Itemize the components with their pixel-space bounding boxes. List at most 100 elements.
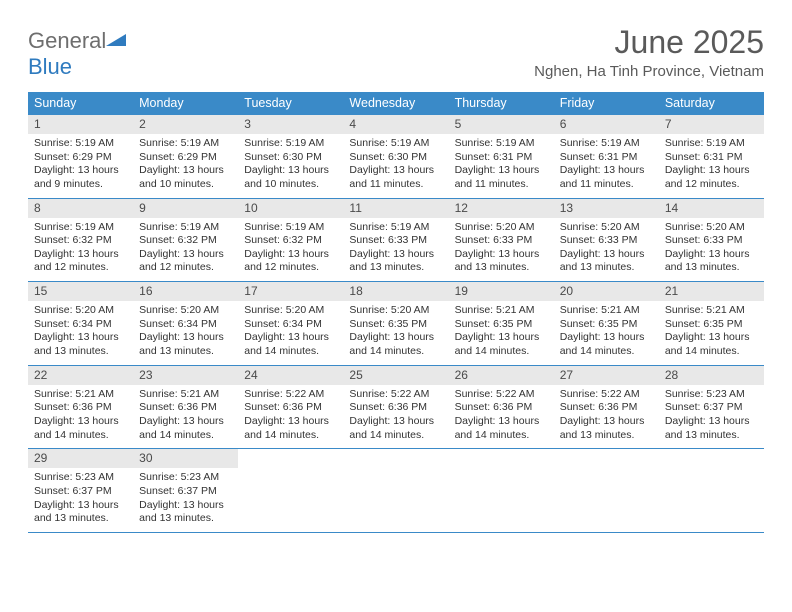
day-sunset: Sunset: 6:35 PM: [665, 318, 758, 332]
day-cell: 14Sunrise: 5:20 AMSunset: 6:33 PMDayligh…: [659, 199, 764, 282]
day-cell: 13Sunrise: 5:20 AMSunset: 6:33 PMDayligh…: [554, 199, 659, 282]
day-d2: and 13 minutes.: [665, 429, 758, 443]
day-content: Sunrise: 5:20 AMSunset: 6:33 PMDaylight:…: [554, 218, 659, 276]
calendar-cell: 23Sunrise: 5:21 AMSunset: 6:36 PMDayligh…: [133, 365, 238, 449]
day-header-thursday: Thursday: [449, 92, 554, 115]
calendar-page: General Blue June 2025 Nghen, Ha Tinh Pr…: [0, 0, 792, 557]
week-row: 29Sunrise: 5:23 AMSunset: 6:37 PMDayligh…: [28, 449, 764, 533]
calendar-cell: 16Sunrise: 5:20 AMSunset: 6:34 PMDayligh…: [133, 282, 238, 366]
day-d1: Daylight: 13 hours: [34, 499, 127, 513]
day-number: 2: [133, 115, 238, 134]
day-cell: 9Sunrise: 5:19 AMSunset: 6:32 PMDaylight…: [133, 199, 238, 282]
day-content: Sunrise: 5:22 AMSunset: 6:36 PMDaylight:…: [343, 385, 448, 443]
day-number: 29: [28, 449, 133, 468]
week-row: 8Sunrise: 5:19 AMSunset: 6:32 PMDaylight…: [28, 198, 764, 282]
day-d1: Daylight: 13 hours: [455, 164, 548, 178]
day-header-wednesday: Wednesday: [343, 92, 448, 115]
day-d2: and 9 minutes.: [34, 178, 127, 192]
day-sunrise: Sunrise: 5:21 AM: [139, 388, 232, 402]
day-d1: Daylight: 13 hours: [349, 415, 442, 429]
calendar-table: Sunday Monday Tuesday Wednesday Thursday…: [28, 92, 764, 533]
day-d2: and 10 minutes.: [244, 178, 337, 192]
day-sunset: Sunset: 6:32 PM: [244, 234, 337, 248]
day-content: Sunrise: 5:19 AMSunset: 6:30 PMDaylight:…: [343, 134, 448, 192]
day-d1: Daylight: 13 hours: [455, 415, 548, 429]
day-number: 30: [133, 449, 238, 468]
day-d1: Daylight: 13 hours: [34, 248, 127, 262]
calendar-cell: 26Sunrise: 5:22 AMSunset: 6:36 PMDayligh…: [449, 365, 554, 449]
calendar-cell: 20Sunrise: 5:21 AMSunset: 6:35 PMDayligh…: [554, 282, 659, 366]
day-number: 20: [554, 282, 659, 301]
calendar-cell: 19Sunrise: 5:21 AMSunset: 6:35 PMDayligh…: [449, 282, 554, 366]
day-d2: and 12 minutes.: [244, 261, 337, 275]
day-d2: and 14 minutes.: [455, 429, 548, 443]
day-sunset: Sunset: 6:33 PM: [349, 234, 442, 248]
day-number: 13: [554, 199, 659, 218]
day-d1: Daylight: 13 hours: [244, 164, 337, 178]
day-sunrise: Sunrise: 5:20 AM: [349, 304, 442, 318]
calendar-cell: 28Sunrise: 5:23 AMSunset: 6:37 PMDayligh…: [659, 365, 764, 449]
day-d2: and 13 minutes.: [560, 429, 653, 443]
day-d2: and 13 minutes.: [349, 261, 442, 275]
day-number: 19: [449, 282, 554, 301]
day-d2: and 14 minutes.: [349, 345, 442, 359]
day-cell: 24Sunrise: 5:22 AMSunset: 6:36 PMDayligh…: [238, 366, 343, 449]
calendar-cell: [343, 449, 448, 533]
day-cell: 2Sunrise: 5:19 AMSunset: 6:29 PMDaylight…: [133, 115, 238, 198]
day-sunset: Sunset: 6:37 PM: [34, 485, 127, 499]
day-sunset: Sunset: 6:33 PM: [455, 234, 548, 248]
day-content: Sunrise: 5:21 AMSunset: 6:35 PMDaylight:…: [449, 301, 554, 359]
day-d2: and 14 minutes.: [34, 429, 127, 443]
calendar-cell: [554, 449, 659, 533]
day-sunrise: Sunrise: 5:21 AM: [665, 304, 758, 318]
day-content: Sunrise: 5:23 AMSunset: 6:37 PMDaylight:…: [28, 468, 133, 526]
calendar-cell: 10Sunrise: 5:19 AMSunset: 6:32 PMDayligh…: [238, 198, 343, 282]
day-content: Sunrise: 5:19 AMSunset: 6:32 PMDaylight:…: [238, 218, 343, 276]
calendar-cell: 3Sunrise: 5:19 AMSunset: 6:30 PMDaylight…: [238, 115, 343, 198]
day-sunset: Sunset: 6:32 PM: [34, 234, 127, 248]
day-cell: 30Sunrise: 5:23 AMSunset: 6:37 PMDayligh…: [133, 449, 238, 532]
day-number: 1: [28, 115, 133, 134]
day-cell: 8Sunrise: 5:19 AMSunset: 6:32 PMDaylight…: [28, 199, 133, 282]
day-content: Sunrise: 5:19 AMSunset: 6:30 PMDaylight:…: [238, 134, 343, 192]
day-sunrise: Sunrise: 5:19 AM: [244, 137, 337, 151]
day-d1: Daylight: 13 hours: [560, 164, 653, 178]
day-sunrise: Sunrise: 5:19 AM: [455, 137, 548, 151]
day-sunrise: Sunrise: 5:19 AM: [560, 137, 653, 151]
calendar-cell: 11Sunrise: 5:19 AMSunset: 6:33 PMDayligh…: [343, 198, 448, 282]
day-d2: and 13 minutes.: [455, 261, 548, 275]
day-cell: 4Sunrise: 5:19 AMSunset: 6:30 PMDaylight…: [343, 115, 448, 198]
day-sunrise: Sunrise: 5:22 AM: [244, 388, 337, 402]
day-cell: 21Sunrise: 5:21 AMSunset: 6:35 PMDayligh…: [659, 282, 764, 365]
day-d2: and 11 minutes.: [455, 178, 548, 192]
day-d2: and 14 minutes.: [349, 429, 442, 443]
day-d1: Daylight: 13 hours: [244, 331, 337, 345]
day-cell: 15Sunrise: 5:20 AMSunset: 6:34 PMDayligh…: [28, 282, 133, 365]
day-content: Sunrise: 5:20 AMSunset: 6:33 PMDaylight:…: [659, 218, 764, 276]
logo-triangle-icon: [106, 32, 126, 51]
day-cell: 19Sunrise: 5:21 AMSunset: 6:35 PMDayligh…: [449, 282, 554, 365]
day-d1: Daylight: 13 hours: [665, 415, 758, 429]
day-number: 24: [238, 366, 343, 385]
day-d2: and 14 minutes.: [139, 429, 232, 443]
day-number: 21: [659, 282, 764, 301]
day-header-saturday: Saturday: [659, 92, 764, 115]
day-d2: and 13 minutes.: [139, 512, 232, 526]
day-number: 6: [554, 115, 659, 134]
day-content: Sunrise: 5:21 AMSunset: 6:36 PMDaylight:…: [28, 385, 133, 443]
day-sunset: Sunset: 6:29 PM: [139, 151, 232, 165]
week-row: 1 Sunrise: 5:19 AM Sunset: 6:29 PM Daylight…: [28, 115, 764, 198]
day-cell: 7Sunrise: 5:19 AMSunset: 6:31 PMDaylight…: [659, 115, 764, 198]
day-header-tuesday: Tuesday: [238, 92, 343, 115]
day-d1: Daylight: 13 hours: [455, 248, 548, 262]
day-sunrise: Sunrise: 5:20 AM: [139, 304, 232, 318]
day-number: 9: [133, 199, 238, 218]
day-number: 3: [238, 115, 343, 134]
day-sunrise: Sunrise: 5:21 AM: [560, 304, 653, 318]
day-d1: Daylight: 13 hours: [349, 164, 442, 178]
calendar-cell: [659, 449, 764, 533]
day-sunrise: Sunrise: 5:20 AM: [34, 304, 127, 318]
day-d1: Daylight: 13 hours: [455, 331, 548, 345]
day-content: Sunrise: 5:19 AMSunset: 6:31 PMDaylight:…: [449, 134, 554, 192]
day-content: Sunrise: 5:20 AMSunset: 6:34 PMDaylight:…: [133, 301, 238, 359]
